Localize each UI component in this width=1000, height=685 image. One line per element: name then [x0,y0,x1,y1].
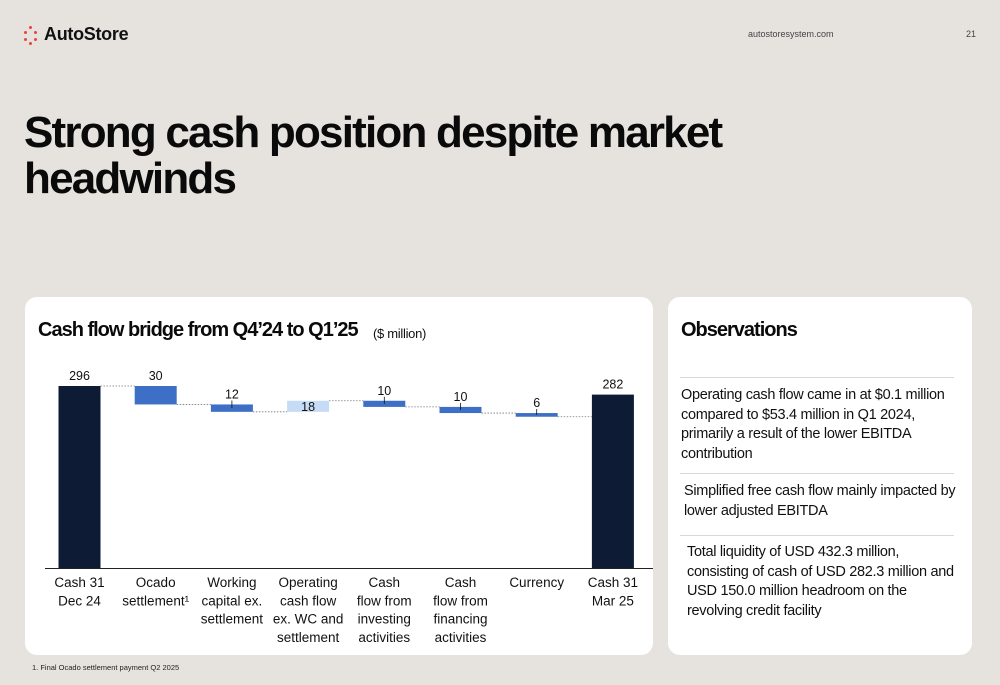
page-number: 21 [966,29,977,39]
bar-3 [210,404,253,412]
autostore-logo-icon [24,25,38,45]
bar-1 [58,386,101,568]
bar-5 [363,400,406,407]
observation-item-3: Total liquidity of USD 432.3 million, co… [687,544,954,619]
bar-2 [134,386,177,405]
data-label-5: 10 [377,384,391,398]
data-label-3: 12 [225,387,239,401]
observation-divider [680,377,954,378]
category-label-1: Cash 31 Dec 24 [54,575,104,608]
waterfall-chart: 296 Cash 31 Dec 24 30 Ocado settlement¹ 12 Work… [45,369,653,645]
category-label-3: Working capital ex. settlement [201,575,264,627]
observation-item-2: Simplified free cash flow mainly impacte… [684,483,956,519]
observations-card: Observations Operating cash flow came in… [668,297,972,655]
bar-4 [287,400,330,412]
observation-item-1: Operating cash flow came in at $0.1 mill… [681,387,945,462]
page-title: Strong cash position despite market head… [24,108,723,203]
data-label-2: 30 [149,369,163,383]
data-label-1: 296 [69,369,90,383]
data-label-8: 282 [602,378,623,392]
chart-unit: ($ million) [373,326,427,341]
bar-6 [439,406,482,414]
observation-divider [680,473,954,474]
footnote: 1. Final Ocado settlement payment Q2 202… [32,663,180,672]
bar-8 [591,394,634,568]
category-label-5: Cash flow from investing activities [357,575,412,645]
observations-title: Observations [681,319,798,341]
category-label-6: Cash flow from financing activities [433,575,488,645]
chart-card: Cash flow bridge from Q4’24 to Q1’25 ($ … [25,297,653,655]
data-label-7: 6 [533,396,540,410]
category-label-2: Ocado settlement¹ [122,575,189,608]
category-label-7: Currency [509,575,564,590]
category-label-4: Operating cash flow ex. WC and settlement [273,575,344,645]
observation-divider [680,535,954,536]
category-label-8: Cash 31 Mar 25 [588,575,638,608]
site-url: autostoresystem.com [748,29,834,39]
brand-name: AutoStore [44,24,129,44]
autostore-logo: AutoStore [24,24,129,45]
chart-title: Cash flow bridge from Q4’24 to Q1’25 [38,319,359,341]
data-label-4: 18 [301,400,315,414]
data-label-6: 10 [454,390,468,404]
